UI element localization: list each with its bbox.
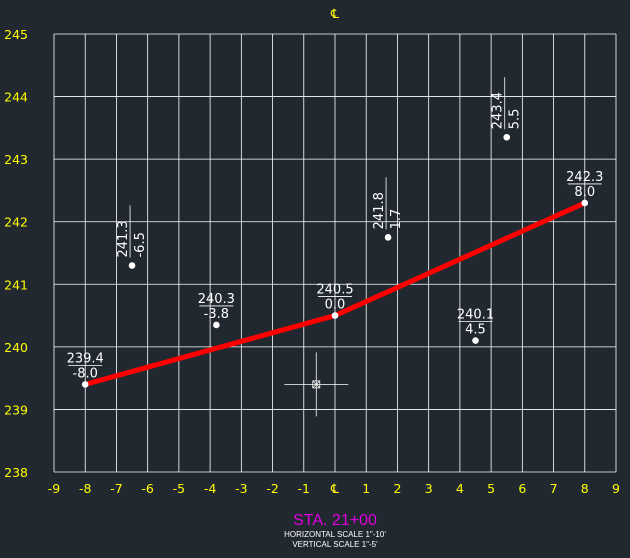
x-tick-label: -5 xyxy=(173,481,185,496)
offset-label: 4.5 xyxy=(465,323,486,338)
elevation-label: 240.1 xyxy=(457,308,494,323)
x-tick-label: -9 xyxy=(48,481,61,496)
y-tick-label: 239 xyxy=(4,402,28,417)
crosshair-x xyxy=(312,380,321,389)
offset-label: -3.8 xyxy=(204,307,229,322)
offset-label: -8.0 xyxy=(73,366,98,381)
x-tick-label: 6 xyxy=(518,481,526,496)
x-tick-label: 3 xyxy=(425,481,433,496)
elevation-label: 243.4 xyxy=(491,92,506,129)
y-tick-label: 238 xyxy=(4,465,28,480)
x-tick-labels: -9 -8 -7 -6 -5 -4 -3 -2 -1 ℄ 1 2 3 4 5 6 7 8 9 xyxy=(48,481,620,496)
x-tick-label: ℄ xyxy=(330,481,339,496)
elevation-label: 241.8 xyxy=(372,192,387,229)
survey-point xyxy=(81,381,89,388)
x-tick-label: -6 xyxy=(141,481,154,496)
station-label: STA. 21+00 xyxy=(293,512,377,529)
title-block: STA. 21+00 HORIZONTAL SCALE 1"-10' VERTI… xyxy=(0,512,630,550)
x-tick-label: -2 xyxy=(266,481,278,496)
elevation-label: 240.5 xyxy=(316,283,353,298)
x-tick-label: 8 xyxy=(581,481,589,496)
x-tick-label: -8 xyxy=(79,481,92,496)
elevation-label: 242.3 xyxy=(566,170,603,185)
survey-point xyxy=(331,312,339,319)
rotated-label-group: 241.3 -6.5 xyxy=(116,205,148,258)
y-tick-label: 240 xyxy=(4,340,28,355)
offset-label: 1.7 xyxy=(389,209,404,230)
x-tick-label: 7 xyxy=(550,481,558,496)
rotated-label-group: 241.8 1.7 xyxy=(372,177,404,230)
x-tick-label: 9 xyxy=(612,481,620,496)
survey-point xyxy=(128,262,136,269)
survey-point xyxy=(213,321,220,329)
centerline-top-label: ℄ xyxy=(330,6,339,21)
y-tick-label: 241 xyxy=(4,277,28,292)
x-tick-label: 1 xyxy=(362,481,370,496)
x-tick-label: 2 xyxy=(393,481,401,496)
y-tick-label: 244 xyxy=(4,90,28,105)
offset-label: 8.0 xyxy=(574,185,595,200)
vertical-scale-note: VERTICAL SCALE 1"-5' xyxy=(292,540,378,549)
rotated-label-group: 243.4 5.5 xyxy=(491,77,523,130)
grid xyxy=(53,33,617,473)
survey-point xyxy=(581,199,589,207)
y-tick-labels: 238 239 240 241 242 243 244 245 xyxy=(4,27,28,480)
elevation-label: 239.4 xyxy=(67,351,104,366)
x-tick-label: -7 xyxy=(110,481,122,496)
offset-label: 5.5 xyxy=(508,109,523,130)
y-tick-label: 245 xyxy=(4,27,28,42)
offset-label: -6.5 xyxy=(133,232,148,257)
offset-label: 0.0 xyxy=(325,298,346,313)
x-tick-label: -4 xyxy=(204,481,217,496)
elevation-label: 241.3 xyxy=(116,220,131,257)
x-tick-label: -1 xyxy=(298,481,310,496)
horizontal-scale-note: HORIZONTAL SCALE 1"-10' xyxy=(284,530,386,539)
crosshair-box xyxy=(312,380,321,389)
point-annotations: 239.4-8.0 240.3-3.8 240.50.0 240.14.5 242.38… xyxy=(67,77,603,417)
y-tick-label: 243 xyxy=(4,152,28,167)
x-tick-label: 4 xyxy=(456,481,464,496)
y-tick-label: 242 xyxy=(4,215,28,230)
survey-point xyxy=(384,234,392,241)
survey-point xyxy=(472,337,479,344)
survey-point xyxy=(503,133,511,141)
elevation-label: 240.3 xyxy=(198,292,235,307)
x-tick-label: 5 xyxy=(487,481,495,496)
x-tick-label: -3 xyxy=(235,481,247,496)
